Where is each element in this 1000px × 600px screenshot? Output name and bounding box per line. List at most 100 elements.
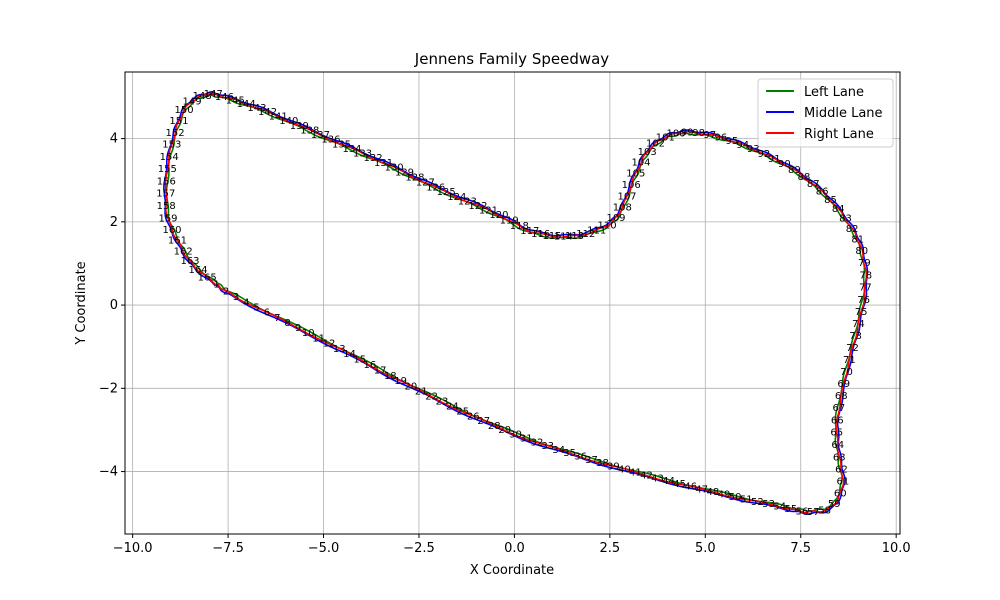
point-label: 46 [684, 482, 697, 493]
point-label: 122 [468, 201, 487, 212]
x-tick-label: 10.0 [882, 541, 911, 556]
point-label: 141 [269, 112, 288, 123]
plot-frame [124, 71, 901, 535]
point-label: 105 [626, 169, 645, 180]
point-label: 71 [843, 355, 856, 366]
point-label: 49 [718, 490, 731, 501]
point-label: 79 [858, 258, 871, 269]
legend-label: Middle Lane [804, 106, 883, 121]
point-label: 138 [300, 126, 319, 137]
x-tick-label: −7.5 [212, 541, 244, 556]
series-line-middle-lane [163, 91, 869, 516]
point-label: 22 [425, 392, 438, 403]
point-label: 119 [500, 216, 519, 227]
point-label: 160 [162, 225, 181, 236]
point-label: 8 [284, 318, 290, 329]
x-tick-label: −10.0 [113, 541, 153, 556]
point-label: 17 [374, 365, 387, 376]
chart-title: Jennens Family Speedway [414, 50, 610, 68]
point-label: 103 [638, 147, 657, 158]
point-label: 70 [840, 367, 853, 378]
point-label: 113 [565, 231, 584, 242]
point-label: 60 [834, 489, 847, 500]
point-label: 65 [830, 428, 843, 439]
point-label: 6 [264, 308, 270, 319]
point-label: 59 [828, 499, 841, 510]
point-label: 33 [541, 441, 554, 452]
point-label: 28 [488, 421, 501, 432]
point-label: 109 [606, 213, 625, 224]
point-label: 9 [295, 323, 301, 334]
point-label: 155 [158, 164, 177, 175]
point-label: 3 [233, 292, 239, 303]
point-label: 130 [385, 163, 404, 174]
point-label: 96 [715, 133, 728, 144]
point-label: 72 [846, 343, 859, 354]
point-label: 47 [695, 484, 708, 495]
y-tick-label: −2 [99, 381, 118, 396]
point-label: 7 [274, 313, 280, 324]
point-label: 84 [832, 204, 845, 215]
legend: Left Lane Middle Lane Right Lane [757, 78, 894, 148]
point-label: 87 [807, 179, 820, 190]
point-label: 162 [174, 246, 193, 257]
point-label: 98 [692, 128, 705, 139]
point-label: 14 [343, 349, 356, 360]
y-tick-label: 0 [110, 298, 118, 313]
point-label: 114 [554, 232, 573, 243]
point-label: 161 [168, 236, 187, 247]
point-label: 118 [510, 221, 529, 232]
point-label: 50 [729, 492, 742, 503]
point-label: 37 [585, 455, 598, 466]
point-label: 27 [477, 416, 490, 427]
point-label: 69 [837, 379, 850, 390]
point-label: 99 [681, 127, 694, 138]
point-label: 83 [839, 214, 852, 225]
point-label: 30 [509, 430, 522, 441]
point-label: 45 [673, 479, 686, 490]
point-label: 100 [666, 129, 685, 140]
point-label: 21 [415, 387, 428, 398]
point-label: 148 [193, 91, 212, 102]
point-label: 121 [479, 205, 498, 216]
point-label: 123 [458, 196, 477, 207]
point-label: 112 [576, 229, 595, 240]
point-label: 158 [157, 201, 176, 212]
legend-label: Right Lane [804, 127, 874, 142]
grid [125, 72, 900, 534]
y-tick-label: 2 [110, 215, 118, 230]
series-lines [163, 91, 869, 516]
point-label: 4 [243, 297, 249, 308]
point-label: 38 [596, 458, 609, 469]
point-label: 43 [651, 473, 664, 484]
point-label: 139 [290, 121, 309, 132]
point-label: 125 [437, 187, 456, 198]
point-label: 78 [859, 270, 872, 281]
point-label: 44 [662, 476, 675, 487]
point-label: 1 [213, 279, 219, 290]
point-label: 29 [498, 425, 511, 436]
point-label: 129 [395, 168, 414, 179]
legend-label: Left Lane [804, 85, 864, 100]
point-label: 86 [816, 187, 829, 198]
point-label: 146 [215, 92, 234, 103]
point-label: 94 [736, 140, 749, 151]
point-label: 13 [333, 344, 346, 355]
point-label: 165 [198, 272, 217, 283]
point-labels: 123 4 5 6 7 8 9 1011121314151617181920212223242… [156, 89, 872, 518]
point-label: 159 [158, 213, 177, 224]
point-label: 66 [831, 415, 844, 426]
point-label: 40 [618, 465, 631, 476]
point-label: 35 [563, 448, 576, 459]
point-label: 144 [237, 99, 256, 110]
point-label: 42 [640, 471, 653, 482]
point-label: 16 [364, 360, 377, 371]
point-label: 102 [646, 139, 665, 150]
point-label: 131 [374, 158, 393, 169]
point-label: 143 [247, 103, 266, 114]
point-label: 154 [160, 152, 179, 163]
point-label: 34 [552, 445, 565, 456]
point-label: 51 [740, 495, 753, 506]
